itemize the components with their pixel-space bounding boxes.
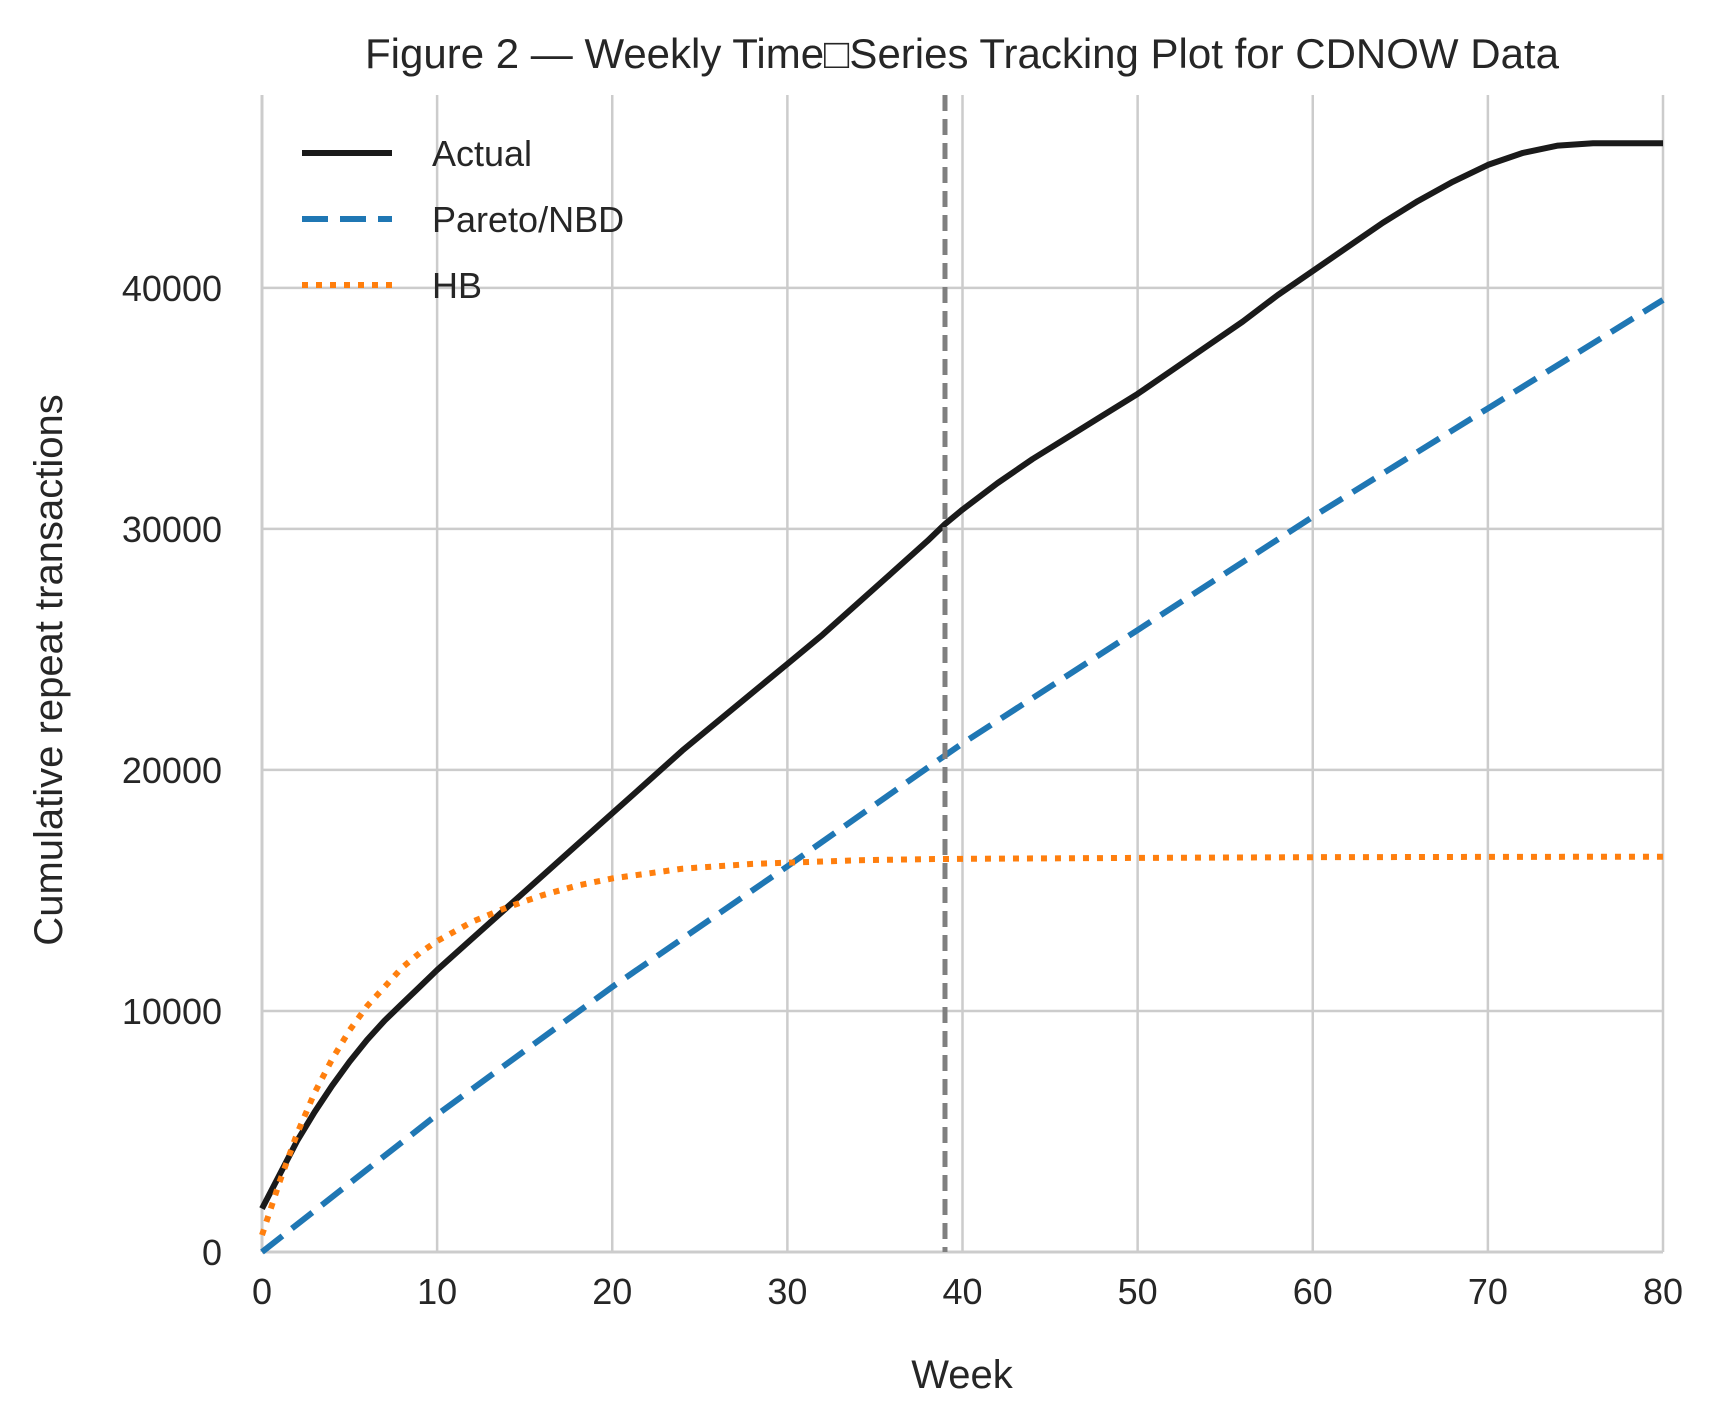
y-tick-label-40000: 40000	[122, 268, 222, 309]
chart-title: Figure 2 — Weekly Time□Series Tracking P…	[365, 30, 1560, 77]
y-axis-ticks: 0 10000 20000 30000 40000	[122, 268, 222, 1273]
x-tick-label-60: 60	[1293, 1271, 1333, 1312]
grid-lines	[260, 95, 1665, 1254]
x-tick-label-20: 20	[592, 1271, 632, 1312]
legend-label-pareto-nbd: Pareto/NBD	[432, 199, 624, 240]
y-axis-title: Cumulative repeat transactions	[27, 394, 71, 945]
x-axis-ticks: 0 10 20 30 40 50 60 70 80	[252, 1271, 1683, 1312]
x-tick-label-50: 50	[1118, 1271, 1158, 1312]
y-tick-label-10000: 10000	[122, 991, 222, 1032]
legend-label-hb: HB	[432, 265, 482, 306]
legend-label-actual: Actual	[432, 133, 532, 174]
y-tick-label-20000: 20000	[122, 750, 222, 791]
x-tick-label-30: 30	[767, 1271, 807, 1312]
x-tick-label-70: 70	[1468, 1271, 1508, 1312]
x-tick-label-40: 40	[942, 1271, 982, 1312]
y-tick-label-30000: 30000	[122, 509, 222, 550]
y-tick-label-0: 0	[202, 1232, 222, 1273]
x-tick-label-10: 10	[417, 1271, 457, 1312]
series-line-hb	[259, 853, 1664, 1237]
series-layer	[259, 140, 1665, 1255]
axis-spines	[260, 95, 1663, 1254]
series-line-actual	[259, 140, 1663, 1210]
x-tick-label-0: 0	[252, 1271, 272, 1312]
x-tick-label-80: 80	[1643, 1271, 1683, 1312]
series-line-pareto-nbd	[260, 297, 1665, 1255]
legend: Actual Pareto/NBD HB	[302, 133, 624, 306]
x-axis-title: Week	[911, 1353, 1014, 1397]
